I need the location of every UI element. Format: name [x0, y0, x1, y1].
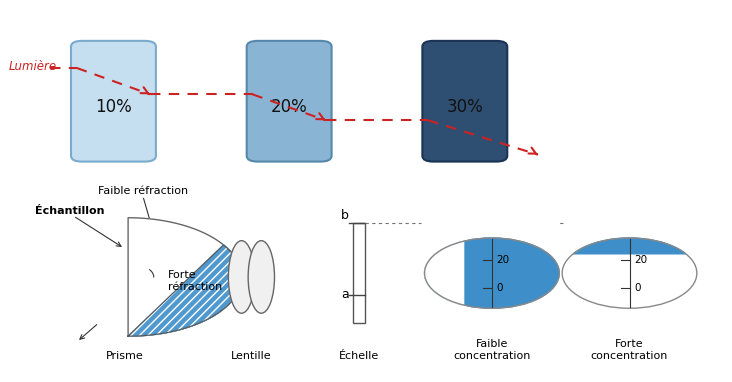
Text: Prisme: Prisme	[105, 351, 143, 361]
Text: 30%: 30%	[447, 98, 483, 116]
Text: 0: 0	[634, 283, 640, 293]
Text: 20%: 20%	[271, 98, 307, 116]
Polygon shape	[425, 241, 463, 305]
Bar	[353, 223, 365, 323]
Ellipse shape	[248, 241, 274, 313]
Text: 20: 20	[634, 255, 647, 265]
Text: Lumière: Lumière	[9, 60, 57, 73]
Text: Échantillon: Échantillon	[35, 206, 105, 216]
Text: Faible réfraction: Faible réfraction	[97, 186, 188, 196]
Text: Forte
concentration: Forte concentration	[591, 339, 668, 361]
Text: Faible
concentration: Faible concentration	[453, 339, 531, 361]
Polygon shape	[573, 238, 686, 254]
Polygon shape	[128, 245, 242, 336]
Text: Lentille: Lentille	[231, 351, 272, 361]
Text: b: b	[341, 209, 349, 222]
Text: Forte
réfraction: Forte réfraction	[168, 270, 223, 291]
Ellipse shape	[228, 241, 255, 313]
Text: 10%: 10%	[95, 98, 132, 116]
Circle shape	[562, 238, 697, 308]
FancyBboxPatch shape	[422, 41, 507, 162]
FancyBboxPatch shape	[247, 41, 332, 162]
Text: a: a	[341, 288, 349, 301]
Text: 20: 20	[496, 255, 509, 265]
Text: 0: 0	[496, 283, 503, 293]
Text: Échelle: Échelle	[339, 351, 378, 361]
Polygon shape	[128, 218, 242, 336]
FancyBboxPatch shape	[71, 41, 156, 162]
Circle shape	[425, 238, 559, 308]
